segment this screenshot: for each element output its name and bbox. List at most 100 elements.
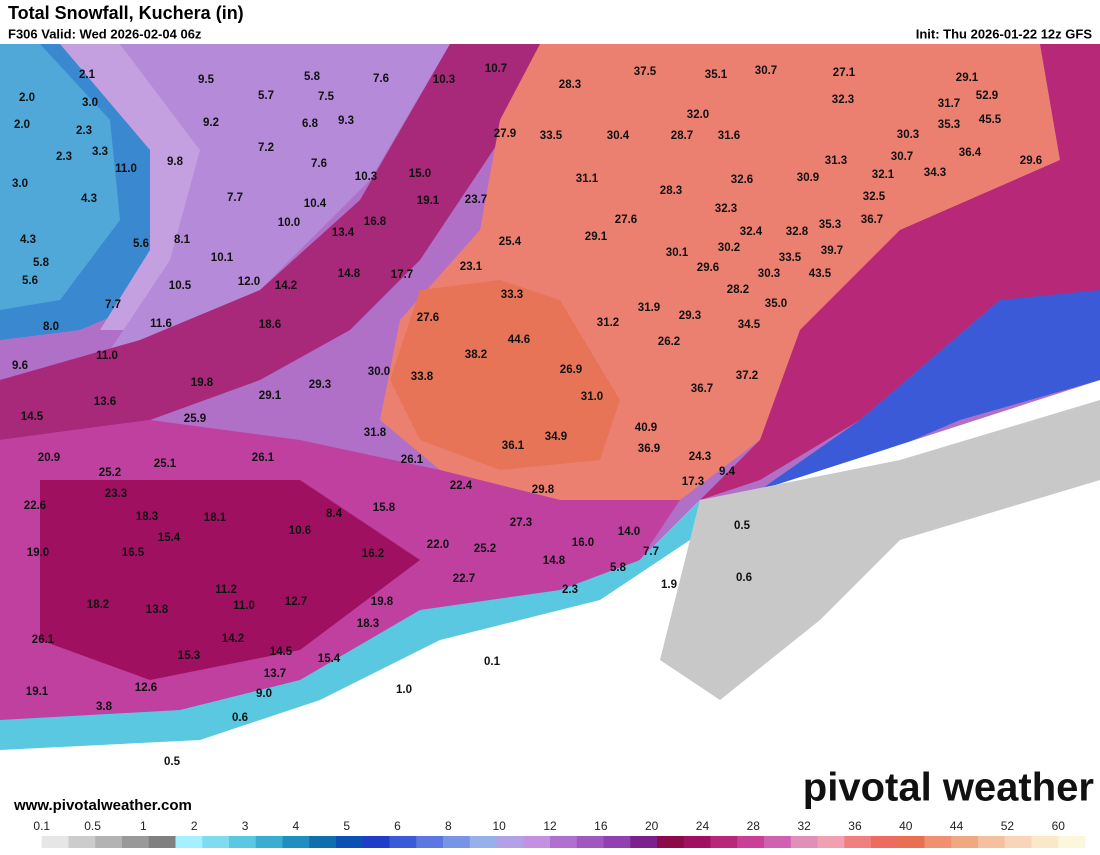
snow-total-label: 37.2 <box>736 370 758 382</box>
snow-total-label: 31.8 <box>364 427 387 439</box>
snow-total-label: 32.8 <box>786 226 809 238</box>
snow-total-label: 0.6 <box>736 572 752 584</box>
snow-total-label: 29.6 <box>697 262 719 274</box>
snow-total-label: 27.6 <box>417 312 439 324</box>
snow-total-label: 2.3 <box>562 584 578 596</box>
snow-total-label: 31.0 <box>581 391 603 403</box>
snow-total-label: 25.2 <box>99 467 121 479</box>
colorbar-swatch <box>924 836 952 848</box>
snow-total-label: 2.0 <box>19 92 35 104</box>
snow-total-label: 5.8 <box>33 257 50 269</box>
snow-total-label: 13.7 <box>264 668 286 680</box>
snow-total-label: 9.6 <box>12 360 28 372</box>
snow-total-label: 3.3 <box>92 146 108 158</box>
snow-total-label: 19.1 <box>26 686 49 698</box>
colorbar-label: 24 <box>696 819 710 833</box>
colorbar-swatch <box>844 836 872 848</box>
snow-total-label: 28.2 <box>727 284 749 296</box>
snow-total-label: 3.0 <box>82 97 98 109</box>
snow-total-label: 31.1 <box>576 173 599 185</box>
snow-total-label: 27.1 <box>833 67 856 79</box>
colorbar-swatch <box>202 836 230 848</box>
colorbar-swatch <box>336 836 364 848</box>
snow-total-label: 33.5 <box>540 130 563 142</box>
snow-total-label: 8.0 <box>43 321 59 333</box>
snow-total-label: 25.9 <box>184 413 206 425</box>
snow-total-label: 30.3 <box>758 268 780 280</box>
snow-total-label: 22.7 <box>453 573 475 585</box>
snow-total-label: 36.7 <box>691 383 713 395</box>
snow-total-label: 9.5 <box>198 74 215 86</box>
snow-total-label: 16.2 <box>362 548 384 560</box>
colorbar-swatch <box>68 836 96 848</box>
snow-total-label: 12.7 <box>285 596 307 608</box>
init-time: Init: Thu 2026-01-22 12z GFS <box>916 26 1093 41</box>
snow-total-label: 13.4 <box>332 227 355 239</box>
colorbar-swatch <box>710 836 738 848</box>
snow-total-label: 7.7 <box>643 546 659 558</box>
snow-total-label: 30.7 <box>891 151 913 163</box>
snow-total-label: 33.3 <box>501 289 523 301</box>
snow-total-label: 23.1 <box>460 261 483 273</box>
snow-total-label: 8.1 <box>174 234 191 246</box>
colorbar-swatch <box>550 836 578 848</box>
colorbar-swatch <box>443 836 471 848</box>
snow-total-label: 23.3 <box>105 488 127 500</box>
snow-total-label: 7.7 <box>227 192 243 204</box>
snow-total-label: 18.2 <box>87 599 109 611</box>
snow-total-label: 7.5 <box>318 91 335 103</box>
snow-total-label: 16.5 <box>122 547 145 559</box>
snow-total-label: 15.8 <box>373 502 396 514</box>
colorbar-swatch <box>122 836 150 848</box>
snow-total-label: 19.0 <box>27 547 49 559</box>
snow-total-label: 3.0 <box>12 178 28 190</box>
snow-total-label: 31.6 <box>718 130 740 142</box>
colorbar-label: 0.1 <box>33 819 50 833</box>
colorbar-swatch <box>469 836 497 848</box>
colorbar-label: 44 <box>950 819 964 833</box>
snow-total-label: 32.6 <box>731 174 753 186</box>
snow-total-label: 34.5 <box>738 319 761 331</box>
snow-total-label: 15.4 <box>158 532 181 544</box>
snow-total-label: 18.6 <box>259 319 281 331</box>
snow-total-label: 16.8 <box>364 216 387 228</box>
snow-total-label: 7.6 <box>373 73 389 85</box>
snow-total-label: 29.8 <box>532 484 555 496</box>
colorbar-swatch <box>389 836 417 848</box>
snow-total-label: 19.8 <box>191 377 214 389</box>
snow-total-label: 28.3 <box>660 185 682 197</box>
header-bar <box>0 0 1100 44</box>
snow-total-label: 12.0 <box>238 276 260 288</box>
snow-total-label: 22.0 <box>427 539 449 551</box>
colorbar-swatch <box>229 836 257 848</box>
snow-total-label: 14.8 <box>338 268 361 280</box>
snow-total-label: 5.6 <box>133 238 149 250</box>
snow-total-label: 23.7 <box>465 194 487 206</box>
colorbar-label: 12 <box>543 819 557 833</box>
snow-total-label: 31.7 <box>938 98 960 110</box>
snow-total-label: 9.2 <box>203 117 219 129</box>
snow-total-label: 29.1 <box>259 390 282 402</box>
snow-total-label: 2.3 <box>76 125 92 137</box>
snow-total-label: 1.9 <box>661 579 677 591</box>
snow-total-label: 18.3 <box>357 618 379 630</box>
snow-total-label: 25.2 <box>474 543 496 555</box>
snow-total-label: 10.4 <box>304 198 327 210</box>
snow-total-label: 25.1 <box>154 458 177 470</box>
snow-total-label: 12.6 <box>135 682 157 694</box>
snow-total-label: 18.1 <box>204 512 227 524</box>
snow-total-label: 11.0 <box>233 600 255 612</box>
snow-total-label: 14.5 <box>270 646 293 658</box>
colorbar-label: 2 <box>191 819 198 833</box>
snow-total-label: 9.4 <box>719 466 736 478</box>
snow-total-label: 11.6 <box>150 318 172 330</box>
snow-total-label: 14.5 <box>21 411 44 423</box>
colorbar-label: 60 <box>1052 819 1066 833</box>
colorbar-label: 0.5 <box>84 819 101 833</box>
colorbar-swatch <box>951 836 979 848</box>
snow-total-label: 10.1 <box>211 252 234 264</box>
map-background <box>0 44 1100 818</box>
snow-total-label: 27.9 <box>494 128 516 140</box>
colorbar-swatch <box>255 836 283 848</box>
snow-total-label: 20.9 <box>38 452 60 464</box>
